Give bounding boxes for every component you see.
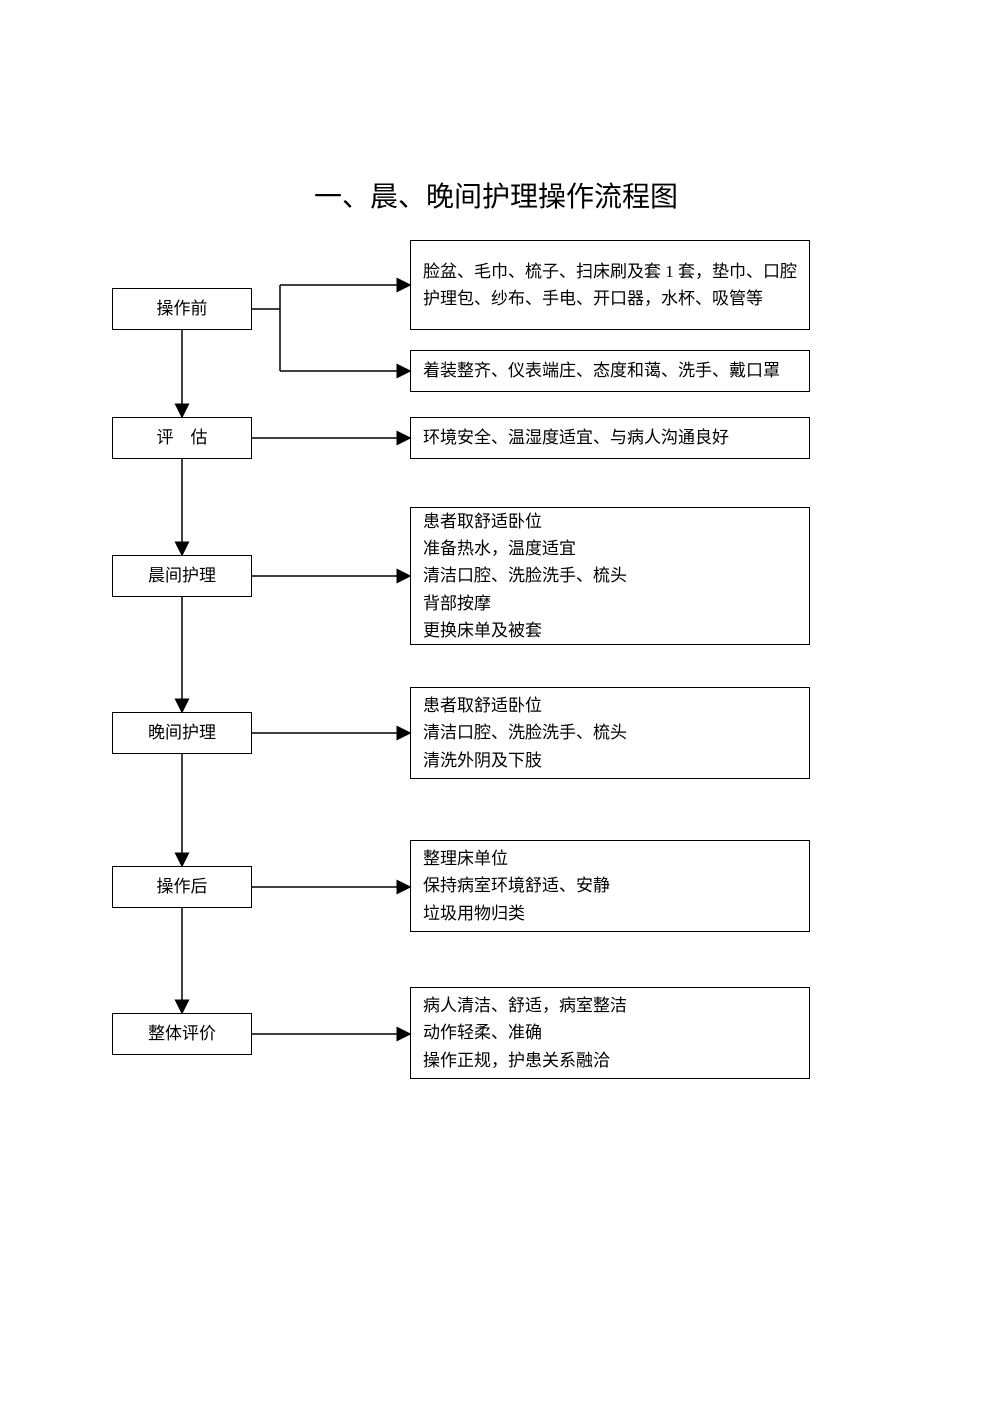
detail-r5: 患者取舒适卧位 清洁口腔、洗脸洗手、梳头 清洗外阴及下肢 — [410, 687, 810, 779]
node-label: 操作后 — [157, 873, 208, 900]
detail-label: 整理床单位 保持病室环境舒适、安静 垃圾用物归类 — [423, 845, 610, 927]
node-label: 操作前 — [157, 295, 208, 322]
node-label: 整体评价 — [148, 1020, 216, 1047]
page-title: 一、晨、晚间护理操作流程图 — [0, 175, 992, 215]
detail-r4: 患者取舒适卧位 准备热水，温度适宜 清洁口腔、洗脸洗手、梳头 背部按摩 更换床单… — [410, 507, 810, 645]
detail-label: 病人清洁、舒适，病室整洁 动作轻柔、准确 操作正规，护患关系融洽 — [423, 992, 627, 1074]
node-evening: 晚间护理 — [112, 712, 252, 754]
node-post-op: 操作后 — [112, 866, 252, 908]
node-pre-op: 操作前 — [112, 288, 252, 330]
node-overall: 整体评价 — [112, 1013, 252, 1055]
detail-label: 环境安全、温湿度适宜、与病人沟通良好 — [423, 424, 729, 451]
node-morning: 晨间护理 — [112, 555, 252, 597]
node-label: 晨间护理 — [148, 562, 216, 589]
detail-r1: 脸盆、毛巾、梳子、扫床刷及套 1 套，垫巾、口腔护理包、纱布、手电、开口器，水杯… — [410, 240, 810, 330]
node-assess: 评 估 — [112, 417, 252, 459]
detail-label: 患者取舒适卧位 准备热水，温度适宜 清洁口腔、洗脸洗手、梳头 背部按摩 更换床单… — [423, 508, 627, 644]
detail-label: 脸盆、毛巾、梳子、扫床刷及套 1 套，垫巾、口腔护理包、纱布、手电、开口器，水杯… — [423, 258, 797, 312]
detail-r7: 病人清洁、舒适，病室整洁 动作轻柔、准确 操作正规，护患关系融洽 — [410, 987, 810, 1079]
detail-r6: 整理床单位 保持病室环境舒适、安静 垃圾用物归类 — [410, 840, 810, 932]
detail-label: 患者取舒适卧位 清洁口腔、洗脸洗手、梳头 清洗外阴及下肢 — [423, 692, 627, 774]
detail-label: 着装整齐、仪表端庄、态度和蔼、洗手、戴口罩 — [423, 357, 780, 384]
node-label: 评 估 — [157, 424, 208, 451]
detail-r2: 着装整齐、仪表端庄、态度和蔼、洗手、戴口罩 — [410, 350, 810, 392]
detail-r3: 环境安全、温湿度适宜、与病人沟通良好 — [410, 417, 810, 459]
node-label: 晚间护理 — [148, 719, 216, 746]
